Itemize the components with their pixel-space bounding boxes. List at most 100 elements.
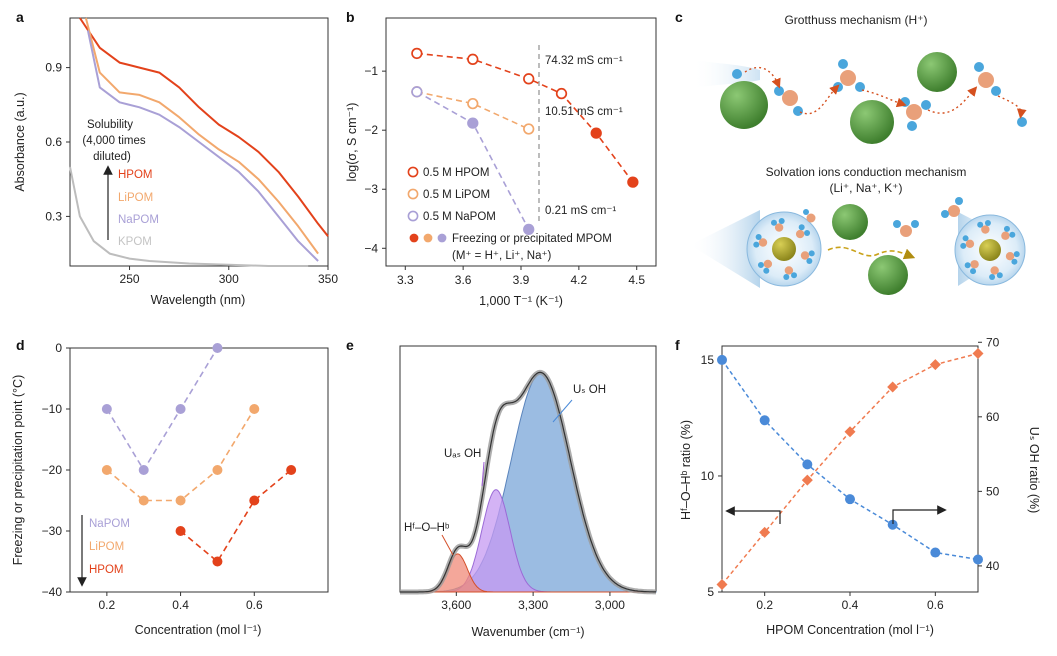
panel-a-xtick-label: 250 — [120, 272, 140, 286]
shell-right-water-hydrogen — [977, 221, 984, 228]
shell-right-water-oxygen — [965, 239, 975, 248]
panel-b-point-lipom — [467, 97, 479, 110]
panel-b-legend-marker-napom — [407, 210, 419, 222]
proton-2 — [1017, 117, 1027, 127]
panel-a-ylabel: Absorbance (a.u.) — [13, 92, 27, 191]
panel-a-curve-hpom — [79, 17, 329, 237]
panel-a-legend-lipom: LiPOM — [118, 192, 153, 204]
panel-letter-f: f — [675, 337, 680, 353]
panel-b-point-hpom — [411, 47, 423, 60]
panel-b-line-napom — [416, 91, 530, 230]
panel-f-points — [716, 347, 984, 591]
shell-right-water-hydrogen — [1013, 251, 1020, 258]
panel-e-ticks: 3,600 3,300 3,000 — [441, 592, 625, 612]
panel-f-xtick-label: 0.2 — [756, 598, 773, 612]
panel-d-legend-hpom: HPOM — [89, 564, 124, 576]
panel-b-legend-filled-lipom — [423, 233, 433, 243]
panel-b-legend-freezing-2: (M⁺ = H⁺, Li⁺, Na⁺) — [452, 250, 552, 262]
panel-b-legend-lipom: 0.5 M LiPOM — [423, 189, 490, 201]
shell-right-water-hydrogen — [970, 268, 977, 275]
panel-a-ytick-label: 0.9 — [45, 61, 62, 75]
panel-f-xlabel: HPOM Concentration (mol l⁻¹) — [766, 623, 934, 637]
water-molecule-7 — [803, 209, 816, 223]
shell-left-water-hydrogen — [778, 218, 785, 225]
panel-d-points — [101, 343, 297, 567]
panel-b-point-hpom-frozen — [590, 127, 602, 139]
shell-right-water-hydrogen — [1011, 258, 1018, 265]
panel-d-ylabel: Freezing or precipitation point (°C) — [11, 375, 25, 566]
shell-right-water-oxygen — [981, 225, 990, 234]
panel-e-xtick-label: 3,600 — [441, 598, 471, 612]
shell-left-water-oxygen — [774, 223, 784, 232]
panel-d-line-hpom — [180, 469, 292, 563]
shell-left-water-oxygen — [795, 229, 805, 239]
panel-b-point-napom-frozen — [523, 223, 535, 236]
panel-f-ytick-right-label: 40 — [986, 559, 1000, 573]
panel-f-line-hfohb — [721, 359, 979, 561]
panel-f-ticks: 0.2 0.4 0.6 5 10 15 40 50 60 70 — [701, 335, 1000, 612]
panel-d-line-lipom — [106, 408, 255, 502]
water-molecule-2 — [833, 59, 865, 92]
panel-a-ytick-label: 0.3 — [45, 209, 62, 223]
shell-left-water-hydrogen — [755, 234, 762, 241]
panel-a-curve-lipom — [84, 17, 319, 255]
panel-d-xtick-label: 0.6 — [246, 598, 263, 612]
panel-letter-b: b — [346, 9, 355, 25]
panel-d-ticks: 0.2 0.4 0.6 0 −10 −20 −30 −40 — [42, 341, 263, 612]
panel-f-point-us — [844, 426, 856, 438]
panel-b-annotation-021: 0.21 mS cm⁻¹ — [545, 205, 616, 217]
panel-b-legend-filled-napom — [437, 233, 447, 243]
shell-left-water-oxygen — [758, 238, 768, 247]
panel-f-point-hfohb — [802, 459, 813, 470]
panel-b-point-hpom-frozen — [627, 176, 639, 188]
shell-left-water-hydrogen — [763, 267, 770, 274]
panel-c-title-solvation: Solvation ions conduction mechanism — [766, 165, 967, 179]
panel-e-xlabel: Wavenumber (cm⁻¹) — [471, 625, 584, 639]
panel-f-ytick-left-label: 15 — [701, 353, 715, 367]
shell-left-water-oxygen — [763, 259, 773, 269]
panel-f-point-hfohb — [930, 547, 941, 558]
panel-c-title-solvation-2: (Li⁺, Na⁺, K⁺) — [829, 181, 902, 195]
panel-e-chart: 3,600 3,300 3,000 Uₛ OH Uₐₛ OH Hᶠ–O–Hᵇ Wav… — [399, 345, 657, 639]
panel-f-point-us — [759, 526, 771, 538]
panel-d-point-napom — [138, 465, 149, 475]
panel-e-envelope — [400, 371, 656, 593]
panel-b-xtick-label: 4.5 — [628, 273, 645, 287]
panel-b-annotation-10: 10.51 mS cm⁻¹ — [545, 106, 623, 118]
panel-b-point-hpom — [523, 73, 535, 85]
panel-d-point-napom — [175, 404, 186, 414]
panel-f-ytick-right-label: 70 — [986, 335, 1000, 349]
panel-f-point-hfohb — [759, 415, 770, 426]
water-molecule-5 — [893, 220, 919, 237]
panel-f-point-us — [972, 347, 984, 359]
panel-c-title-grotthuss: Grotthuss mechanism (H⁺) — [784, 13, 927, 27]
panel-b-legend-napom: 0.5 M NaPOM — [423, 211, 496, 223]
panel-b-point-napom — [411, 86, 423, 98]
green-sphere-5 — [868, 255, 908, 295]
solvation-cone-left — [690, 210, 760, 288]
panel-b-xtick-label: 4.2 — [571, 273, 588, 287]
panel-d-point-napom — [212, 343, 223, 353]
panel-f-line-us — [721, 352, 979, 585]
panel-d-legend-lipom: LiPOM — [89, 541, 124, 553]
shell-left-water-hydrogen — [806, 257, 813, 264]
hop-arrow-4 — [927, 86, 978, 114]
shell-left-water-hydrogen — [757, 261, 764, 268]
panel-d-point-napom — [101, 404, 112, 414]
panel-f-arrow-left — [725, 506, 781, 524]
panel-b-ytick-label: −4 — [364, 241, 378, 255]
panel-b-ytick-label: −3 — [364, 182, 378, 196]
water-molecule-4 — [974, 62, 1001, 96]
panel-b-points — [411, 47, 639, 236]
panel-f-chart: 0.2 0.4 0.6 5 10 15 40 50 60 70 HPOM Concentratio… — [679, 335, 1041, 637]
panel-a-curve-napom — [86, 30, 319, 262]
shell-right-water-hydrogen — [989, 273, 996, 280]
panel-b-point-lipom — [523, 123, 535, 135]
panel-b-chart: 3.3 3.6 3.9 4.2 4.5 −1 −2 −3 −4 74.32 mS cm⁻¹ 10… — [345, 17, 657, 308]
panel-d-point-hpom — [249, 495, 260, 506]
panel-b-legend-filled-hpom — [409, 233, 419, 243]
panel-f-ytick-right-label: 60 — [986, 410, 1000, 424]
shell-right-water-oxygen — [970, 260, 979, 269]
solvated-cation-right — [979, 239, 1001, 261]
